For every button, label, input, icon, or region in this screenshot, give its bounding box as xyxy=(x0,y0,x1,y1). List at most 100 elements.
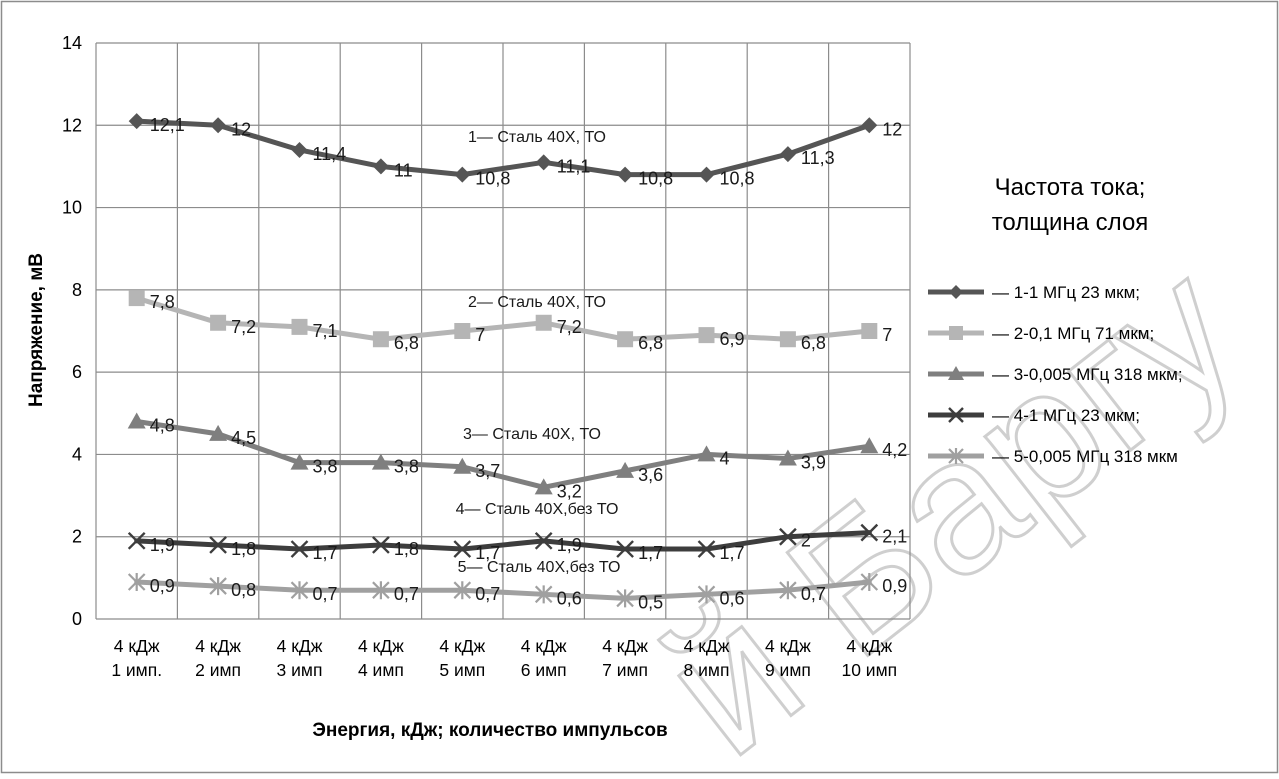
series-2-point xyxy=(617,331,634,348)
legend-label-4: — 4-1 МГц 23 мкм; xyxy=(992,406,1140,425)
y-tick-label: 6 xyxy=(72,362,82,382)
series-2-data-label: 6,8 xyxy=(801,333,826,353)
series-1-point xyxy=(617,166,634,183)
series-4-point xyxy=(290,540,309,558)
series-3-point xyxy=(697,445,716,462)
series-2-point xyxy=(128,290,145,307)
series-4-point xyxy=(616,540,634,558)
series-3-point xyxy=(534,478,553,495)
series-1-point xyxy=(372,158,389,175)
series-5-data-label: 0,7 xyxy=(475,584,500,604)
series-1-data-label: 12 xyxy=(882,119,902,139)
series-3-line xyxy=(134,419,872,490)
series-1-data-label: 12,1 xyxy=(150,115,185,135)
series-1-point xyxy=(128,113,145,130)
x-tick-label: 4 кДж 10 имп xyxy=(841,636,897,680)
series-5-point xyxy=(209,577,227,596)
legend-marker-4 xyxy=(948,407,964,423)
series-lines xyxy=(127,113,879,608)
series-4-point xyxy=(127,531,146,550)
y-tick-label: 2 xyxy=(72,527,82,547)
x-tick-label: 4 кДж 1 имп. xyxy=(111,636,162,680)
series-4-data-label: 1,7 xyxy=(313,543,338,563)
series-2-line xyxy=(134,295,872,342)
series-2-data-label: 7 xyxy=(475,325,485,345)
legend-title: Частота тока; xyxy=(995,174,1146,201)
series-1-data-label: 10,8 xyxy=(720,169,755,189)
y-tick-label: 0 xyxy=(72,609,82,629)
legend-marker-1 xyxy=(949,285,963,299)
series-1-data-label: 10,8 xyxy=(475,169,510,189)
series-5-point xyxy=(860,572,879,591)
series-5-data-label: 0,8 xyxy=(231,580,256,600)
series-1-point xyxy=(210,117,227,134)
series-2-data-label: 7 xyxy=(882,325,892,345)
series-5-data-label: 0,7 xyxy=(801,584,826,604)
series-3-data-label: 3,6 xyxy=(638,465,663,485)
series-1-data-label: 12 xyxy=(231,119,251,139)
series-4-point xyxy=(372,536,390,554)
series-4-data-label: 1,7 xyxy=(720,543,745,563)
series-3-point xyxy=(860,437,879,454)
y-tick-label: 12 xyxy=(62,115,82,135)
series-1-data-label: 11,3 xyxy=(801,148,835,168)
series-5-point xyxy=(697,585,716,604)
series-2-data-label: 6,9 xyxy=(720,329,745,349)
series-1-point xyxy=(535,154,552,171)
x-tick-label: 4 кДж 4 имп xyxy=(358,636,404,680)
legend-label-3: — 3-0,005 МГц 318 мкм; xyxy=(992,365,1183,384)
series-5-point xyxy=(616,589,634,608)
legend-marker-2 xyxy=(949,326,963,340)
x-tick-label: 4 кДж 5 имп xyxy=(439,636,485,680)
series-2-point xyxy=(210,314,227,331)
series-2-point xyxy=(454,323,471,339)
series-1-data-label: 11,4 xyxy=(313,144,347,164)
series-4-data-label: 2,1 xyxy=(882,527,907,547)
legend-label-5: — 5-0,005 МГц 318 мкм xyxy=(992,447,1178,466)
series-3-annotation: 3— Сталь 40Х, ТО xyxy=(463,426,601,443)
y-tick-label: 4 xyxy=(72,444,82,464)
series-4-point xyxy=(209,536,227,554)
series-5-data-label: 0,7 xyxy=(394,584,419,604)
x-tick-label: 4 кДж 2 имп xyxy=(195,636,241,680)
series-3-data-label: 4,8 xyxy=(150,416,175,436)
series-5-data-label: 0,5 xyxy=(638,592,663,612)
series-2-point xyxy=(698,327,715,344)
series-3-point xyxy=(209,424,228,441)
series-1-data-label: 11,1 xyxy=(557,156,591,176)
series-5-point xyxy=(127,572,146,591)
series-4-annotation: 4— Сталь 40Х,без ТО xyxy=(456,501,619,518)
series-3-data-label: 4,2 xyxy=(882,440,907,460)
series-2-annotation: 2— Сталь 40Х, ТО xyxy=(468,294,606,311)
series-3-data-label: 3,7 xyxy=(475,461,500,481)
series-2-data-label: 6,8 xyxy=(394,333,419,353)
series-1-point xyxy=(779,146,796,163)
series-5-point xyxy=(290,581,309,600)
axes: 0 2 4 6 8 10 12 14 4 кДж 1 имп. 4 кДж 2 имп 4 кДж 3 и… xyxy=(62,33,897,680)
series-4-data-label: 1,9 xyxy=(557,535,582,555)
series-1-annotation: 1— Сталь 40Х, ТО xyxy=(468,129,606,146)
series-5-point xyxy=(453,581,472,600)
annotations: 1— Сталь 40Х, ТО 2— Сталь 40Х, ТО 3— Сталь… xyxy=(456,129,621,576)
series-3-data-label: 3,9 xyxy=(801,453,826,473)
series-4-data-label: 1,7 xyxy=(638,543,663,563)
x-axis-title: Энергия, кДж; количество импульсов xyxy=(312,720,667,741)
y-tick-label: 10 xyxy=(62,198,82,218)
legend-label-1: — 1-1 МГц 23 мкм; xyxy=(992,283,1140,302)
series-2-point xyxy=(779,331,796,348)
series-2-data-label: 6,8 xyxy=(638,333,663,353)
data-labels: 12,1 12 11,4 11 10,8 11,1 10,8 10,8 11,3 12 7,8 7,2… xyxy=(150,115,908,612)
x-tick-label: 4 кДж 3 имп xyxy=(277,636,323,680)
series-5-line xyxy=(134,579,872,601)
series-1-line xyxy=(134,118,872,178)
series-2-data-label: 7,2 xyxy=(557,317,582,337)
series-2-point xyxy=(372,331,389,348)
x-tick-label: 4 кДж 6 имп xyxy=(521,636,567,680)
series-4-point xyxy=(697,540,716,558)
series-4-data-label: 1,7 xyxy=(475,543,500,563)
series-2-data-label: 7,8 xyxy=(150,292,175,312)
series-4-point xyxy=(779,527,797,546)
series-1-data-label: 10,8 xyxy=(638,169,673,189)
